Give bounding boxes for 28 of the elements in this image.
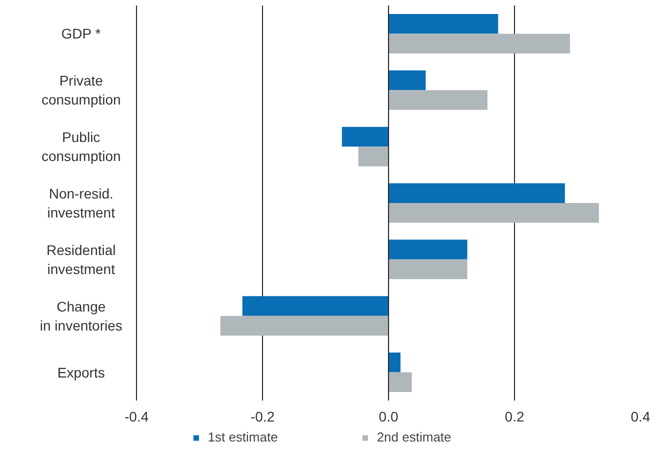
bar <box>388 372 412 392</box>
legend-label: 2nd estimate <box>376 430 452 444</box>
bar <box>220 316 389 336</box>
x-tick-label: 0.4 <box>630 408 650 424</box>
y-tick-label: Residential investment <box>46 242 116 278</box>
x-tick-label: 0.0 <box>378 408 398 424</box>
y-tick-label: Private consumption <box>41 72 121 108</box>
bar <box>388 70 426 90</box>
bar <box>388 259 468 280</box>
bar <box>388 90 488 110</box>
y-tick-label: Exports <box>57 364 105 380</box>
y-tick-label: Change in inventories <box>40 298 122 334</box>
bar <box>388 352 400 372</box>
x-tick-label: -0.4 <box>124 408 149 424</box>
y-tick-label: Non-resid. investment <box>47 185 116 221</box>
bar <box>242 296 389 316</box>
legend-label: 1st estimate <box>208 430 278 444</box>
bar <box>388 34 570 54</box>
bar <box>388 240 468 260</box>
y-tick-label: GDP * <box>61 26 102 42</box>
x-tick-label: 0.2 <box>504 408 524 424</box>
bar <box>358 146 389 166</box>
x-tick-label: -0.2 <box>250 408 275 424</box>
bar <box>388 183 565 203</box>
bar <box>342 126 389 147</box>
bar <box>388 14 498 34</box>
y-tick-label: Public consumption <box>41 128 121 164</box>
bar <box>388 203 599 223</box>
